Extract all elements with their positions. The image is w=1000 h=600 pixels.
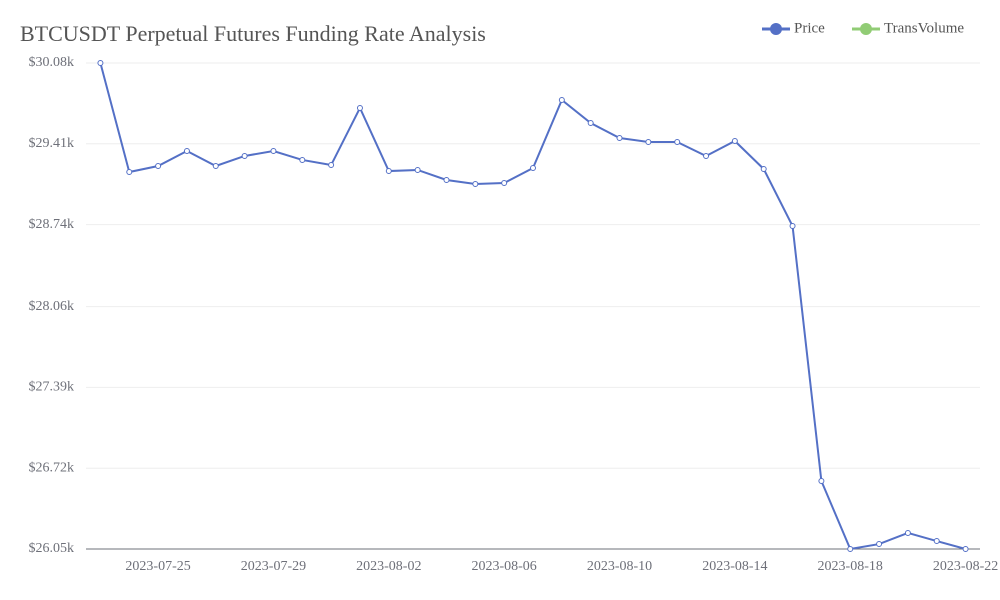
price-line: [99, 62, 966, 551]
x-tick-label: 2023-08-18: [818, 559, 883, 574]
point: [876, 541, 883, 548]
point: [530, 165, 536, 172]
point: [616, 135, 623, 142]
y-tick-label: $27.39k: [29, 380, 75, 395]
y-tick-label: $29.41k: [29, 136, 75, 151]
y-tick-label: $26.72k: [29, 460, 75, 475]
x-tick-label: 2023-08-22: [933, 559, 998, 574]
point: [760, 166, 767, 173]
y-tick-label: $30.08k: [29, 55, 75, 70]
point: [385, 168, 392, 175]
x-tick-label: 2023-07-29: [241, 559, 306, 574]
point: [270, 148, 277, 155]
legend-marker: [770, 23, 782, 35]
x-tick-label: 2023-08-02: [356, 559, 421, 574]
y-tick-label: $28.74k: [29, 217, 75, 232]
point: [789, 223, 796, 230]
point: [962, 546, 969, 552]
point: [443, 176, 450, 183]
point: [501, 179, 508, 186]
y-tick-label: $28.06k: [29, 299, 75, 314]
point: [731, 138, 738, 145]
point: [155, 162, 162, 169]
point: [645, 138, 652, 145]
point: [847, 546, 854, 552]
x-tick-label: 2023-08-14: [702, 559, 767, 574]
x-tick-label: 2023-08-06: [471, 559, 536, 574]
point: [241, 152, 248, 159]
point: [818, 477, 825, 484]
point: [299, 156, 306, 163]
point: [472, 180, 479, 187]
point: [674, 138, 681, 145]
legend-label: TransVolume: [884, 20, 964, 36]
legend-label: Price: [794, 20, 825, 36]
point: [587, 120, 594, 127]
chart-title: BTCUSDT Perpetual Futures Funding Rate A…: [20, 21, 486, 46]
point: [126, 169, 133, 176]
point: [414, 166, 421, 173]
point: [933, 538, 940, 545]
point: [356, 104, 363, 111]
x-tick-label: 2023-08-10: [587, 559, 652, 574]
point: [904, 529, 911, 536]
point: [183, 148, 190, 155]
point: [328, 162, 335, 169]
x-tick-label: 2023-07-25: [125, 559, 190, 574]
point: [97, 60, 104, 66]
point: [212, 162, 219, 169]
y-tick-label: $26.05k: [29, 541, 75, 556]
point: [703, 152, 710, 159]
point: [558, 97, 565, 104]
legend-marker: [860, 23, 872, 35]
